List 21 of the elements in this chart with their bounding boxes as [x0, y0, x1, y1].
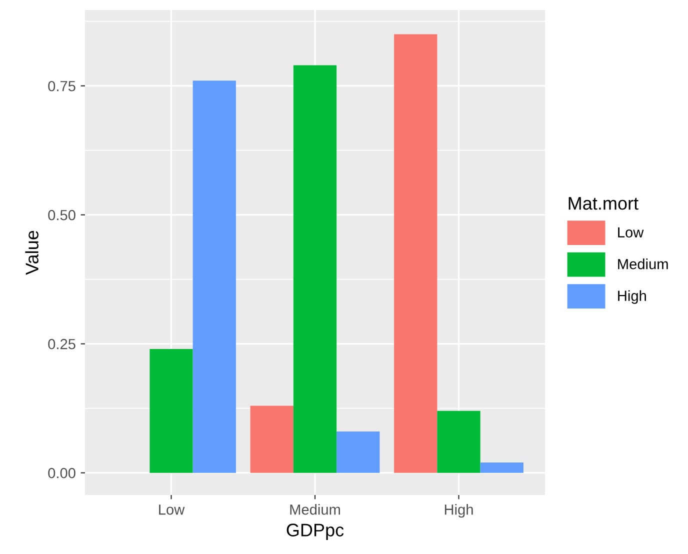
bar: [293, 65, 337, 473]
bar: [150, 348, 193, 473]
legend-label: Medium: [618, 258, 668, 270]
y-tick-label: 0.75: [48, 80, 76, 92]
legend-label: Low: [618, 227, 644, 238]
bar: [437, 410, 480, 473]
y-tick-label: 0.50: [48, 210, 76, 220]
y-tick-label: 0.25: [48, 338, 76, 350]
bar: [480, 462, 524, 473]
x-tick-label: Low: [159, 504, 185, 515]
bar: [250, 406, 294, 473]
bar: [394, 34, 438, 473]
x-tick-label: Medium: [290, 504, 340, 515]
y-tick-label: 0.00: [48, 468, 76, 478]
legend-title: Mat.mort: [568, 197, 638, 210]
y-axis-title: Value: [25, 230, 38, 275]
bar: [192, 80, 236, 473]
legend-label: High: [618, 290, 646, 304]
bar: [336, 432, 380, 473]
x-axis-title: GDPpc: [286, 524, 344, 540]
x-tick-label: High: [444, 504, 473, 518]
